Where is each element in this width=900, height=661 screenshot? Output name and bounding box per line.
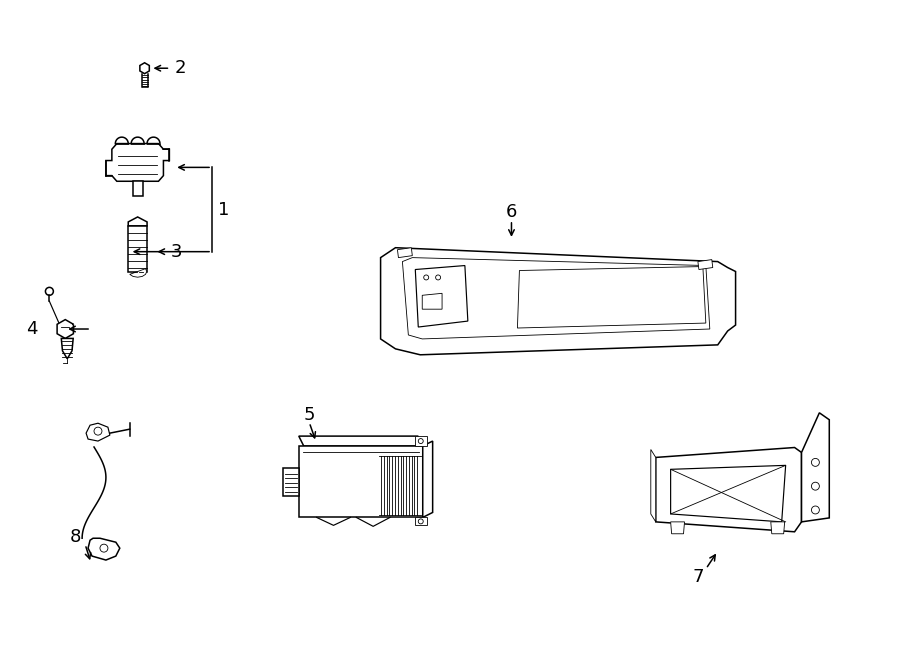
Circle shape xyxy=(424,275,428,280)
Text: 4: 4 xyxy=(25,320,37,338)
Polygon shape xyxy=(86,423,110,441)
Polygon shape xyxy=(128,217,147,226)
Polygon shape xyxy=(670,522,685,534)
Text: 8: 8 xyxy=(69,528,81,546)
Polygon shape xyxy=(698,260,713,270)
Polygon shape xyxy=(132,181,142,196)
Circle shape xyxy=(418,439,423,444)
Polygon shape xyxy=(57,319,74,338)
Circle shape xyxy=(812,459,819,467)
Polygon shape xyxy=(423,441,433,518)
Polygon shape xyxy=(415,436,427,446)
Circle shape xyxy=(94,427,102,435)
Text: 6: 6 xyxy=(506,203,518,221)
Circle shape xyxy=(812,483,819,490)
Circle shape xyxy=(436,275,441,280)
Polygon shape xyxy=(415,266,468,327)
Polygon shape xyxy=(283,468,299,496)
Polygon shape xyxy=(802,413,829,522)
Text: 3: 3 xyxy=(170,243,182,260)
Polygon shape xyxy=(88,538,120,560)
Polygon shape xyxy=(651,449,656,522)
Polygon shape xyxy=(140,63,149,73)
Polygon shape xyxy=(670,465,786,522)
Polygon shape xyxy=(299,446,423,518)
Polygon shape xyxy=(381,248,735,355)
Polygon shape xyxy=(398,248,412,258)
Text: 2: 2 xyxy=(175,59,185,77)
Polygon shape xyxy=(415,518,427,525)
Polygon shape xyxy=(299,436,423,446)
Circle shape xyxy=(45,288,53,295)
Polygon shape xyxy=(422,293,442,309)
Polygon shape xyxy=(128,226,147,272)
Polygon shape xyxy=(656,447,802,532)
Text: 1: 1 xyxy=(218,201,230,219)
Polygon shape xyxy=(61,338,73,359)
Polygon shape xyxy=(770,522,785,534)
Circle shape xyxy=(812,506,819,514)
Polygon shape xyxy=(130,268,147,277)
Polygon shape xyxy=(402,258,710,339)
Circle shape xyxy=(100,544,108,552)
Circle shape xyxy=(418,519,423,524)
Text: 7: 7 xyxy=(692,568,704,586)
Polygon shape xyxy=(106,143,169,181)
Polygon shape xyxy=(518,266,706,328)
Text: 5: 5 xyxy=(303,407,315,424)
